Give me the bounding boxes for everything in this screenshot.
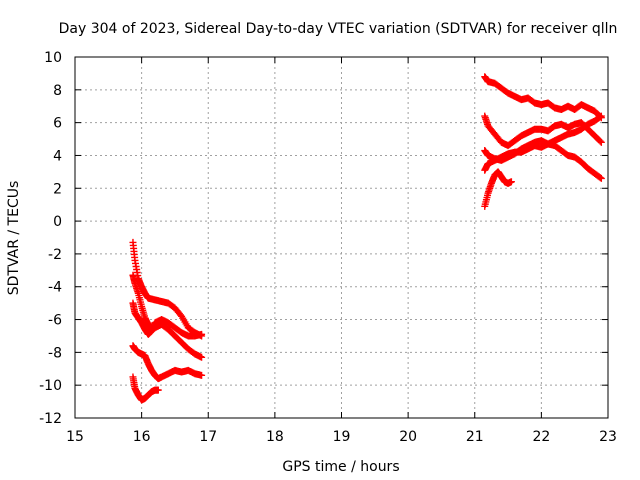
x-tick-label: 23 xyxy=(599,429,617,445)
chart-title: Day 304 of 2023, Sidereal Day-to-day VTE… xyxy=(59,21,618,37)
data-point xyxy=(198,353,206,361)
series-track-b xyxy=(129,271,206,361)
y-tick-label: 8 xyxy=(53,83,62,99)
y-tick-label: -12 xyxy=(39,411,62,427)
grid-lines xyxy=(75,57,608,418)
data-point xyxy=(198,330,206,338)
x-tick-label: 17 xyxy=(199,429,217,445)
series-track-g xyxy=(481,112,605,150)
axis-ticks: 15 16 17 18 19 20 21 22 23 -12 -10 -8 -6 -4 -2 0 2 4 6 8 10 xyxy=(39,50,617,445)
data-marks xyxy=(129,73,605,404)
data-point xyxy=(198,371,206,379)
data-point xyxy=(597,138,605,146)
y-tick-label: 2 xyxy=(53,181,62,197)
data-point xyxy=(154,386,162,394)
series-track-d xyxy=(129,342,206,383)
y-tick-label: 0 xyxy=(53,214,62,230)
y-tick-label: -2 xyxy=(48,247,62,263)
series-track-f xyxy=(481,73,605,122)
x-tick-label: 22 xyxy=(532,429,550,445)
y-tick-label: 10 xyxy=(44,50,62,66)
x-tick-label: 18 xyxy=(266,429,284,445)
data-point xyxy=(596,137,604,145)
series-track-e xyxy=(129,373,162,404)
data-point xyxy=(596,174,604,182)
y-axis-label: SDTVAR / TECUs xyxy=(6,181,22,296)
x-tick-label: 16 xyxy=(133,429,151,445)
y-tick-label: -10 xyxy=(39,378,62,394)
y-tick-label: -6 xyxy=(48,313,62,329)
x-tick-label: 19 xyxy=(333,429,351,445)
y-tick-label: -8 xyxy=(48,345,62,361)
x-tick-label: 20 xyxy=(399,429,417,445)
y-tick-label: -4 xyxy=(48,280,62,296)
y-tick-label: 4 xyxy=(53,148,62,164)
data-point xyxy=(597,174,605,182)
x-tick-label: 21 xyxy=(466,429,484,445)
series-track-j xyxy=(481,168,515,210)
x-tick-label: 15 xyxy=(66,429,84,445)
data-point xyxy=(597,112,605,120)
y-tick-label: 6 xyxy=(53,116,62,132)
series-track-c xyxy=(129,299,206,340)
data-point xyxy=(596,113,604,121)
x-axis-label: GPS time / hours xyxy=(282,459,399,475)
series-track-i xyxy=(481,112,605,174)
data-point xyxy=(507,178,515,186)
